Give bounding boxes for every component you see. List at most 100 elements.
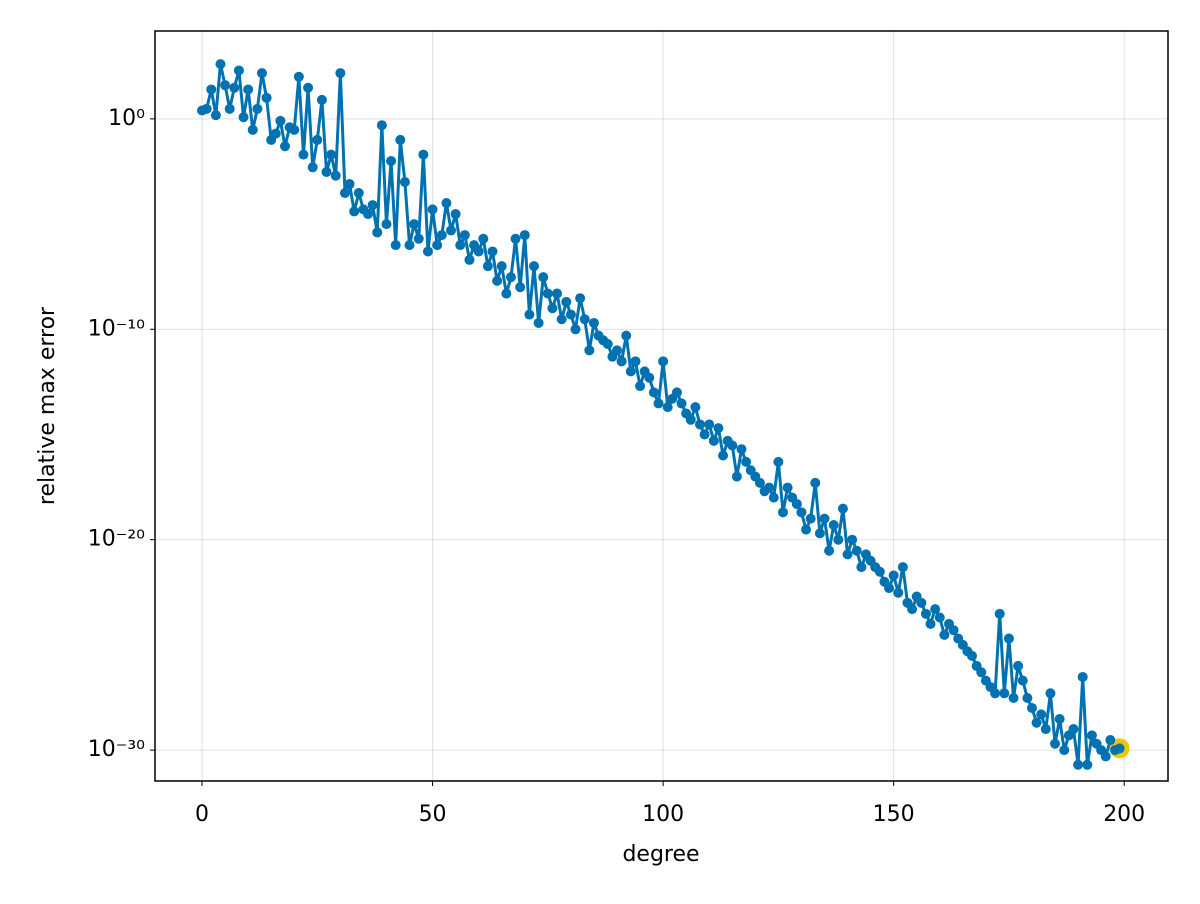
data-point [579, 314, 590, 325]
data-point [455, 240, 466, 251]
data-point [501, 288, 512, 299]
data-point [695, 419, 706, 430]
data-point [316, 94, 327, 105]
y-tick-label: 10⁻¹⁰ [88, 316, 145, 341]
data-point [718, 450, 729, 461]
data-point [1077, 671, 1088, 682]
data-point [395, 134, 406, 145]
data-point [676, 398, 687, 409]
data-point [704, 419, 715, 430]
data-point [1105, 735, 1116, 746]
data-point [602, 338, 613, 349]
data-point [565, 309, 576, 320]
data-point [418, 149, 429, 160]
data-point [658, 356, 669, 367]
data-point [907, 604, 918, 615]
data-point [381, 219, 392, 230]
data-point [925, 618, 936, 629]
data-point [612, 345, 623, 356]
data-point [422, 246, 433, 257]
data-point [261, 92, 272, 103]
data-point [515, 282, 526, 293]
x-tick-label: 100 [642, 802, 684, 827]
data-point [1040, 724, 1051, 735]
data-point [671, 387, 682, 398]
data-point [1050, 738, 1061, 749]
data-point [621, 330, 632, 341]
x-tick-label: 150 [873, 802, 915, 827]
data-point [399, 176, 410, 187]
data-point [270, 128, 281, 139]
data-point [215, 59, 226, 70]
data-point [625, 366, 636, 377]
data-point [847, 534, 858, 545]
data-point [330, 170, 341, 181]
data-point [1059, 745, 1070, 756]
data-point [708, 435, 719, 446]
data-point [1100, 751, 1111, 762]
data-point [630, 356, 641, 367]
data-point [487, 246, 498, 257]
data-point [828, 519, 839, 530]
data-point [897, 562, 908, 573]
data-point [1017, 675, 1028, 686]
data-point [616, 356, 627, 367]
data-point [529, 261, 540, 272]
data-point [648, 387, 659, 398]
data-point [791, 498, 802, 509]
data-point [1086, 730, 1097, 741]
data-point [741, 456, 752, 467]
data-point [824, 545, 835, 556]
data-point [307, 162, 318, 173]
y-tick-label: 10⁰ [108, 106, 145, 131]
data-point [644, 372, 655, 383]
data-point [930, 604, 941, 615]
data-point [856, 562, 867, 573]
data-point [777, 507, 788, 518]
data-point [1031, 717, 1042, 728]
data-point [349, 206, 360, 217]
data-point [252, 103, 263, 114]
data-point [312, 134, 323, 145]
data-point [1054, 714, 1065, 725]
y-axis-label: relative max error [35, 306, 60, 505]
data-point [727, 440, 738, 451]
data-point [713, 423, 724, 434]
data-point [243, 84, 254, 95]
data-point [404, 240, 415, 251]
data-point [920, 608, 931, 619]
data-point [363, 209, 374, 220]
x-tick-label: 0 [195, 802, 209, 827]
y-tick-label: 10⁻³⁰ [88, 737, 145, 762]
data-point [450, 209, 461, 220]
data-point [731, 471, 742, 482]
data-point [736, 444, 747, 455]
data-point [851, 545, 862, 556]
data-point [796, 507, 807, 518]
data-point [298, 149, 309, 160]
data-point [390, 240, 401, 251]
data-point [441, 198, 452, 209]
data-point [768, 492, 779, 503]
data-point [542, 288, 553, 299]
data-point [432, 240, 443, 251]
data-point [339, 187, 350, 198]
data-point [833, 534, 844, 545]
data-point [1013, 660, 1024, 671]
data-point [376, 120, 387, 131]
data-point [233, 65, 244, 76]
data-point [201, 103, 212, 114]
data-point [994, 608, 1005, 619]
data-point [653, 398, 664, 409]
data-point [1022, 692, 1033, 703]
data-point [570, 324, 581, 335]
data-point [210, 110, 221, 121]
data-point [1073, 759, 1084, 770]
data-point [293, 71, 304, 82]
data-point [473, 246, 484, 257]
data-point [999, 688, 1010, 699]
data-point [247, 124, 258, 135]
data-point [556, 314, 567, 325]
